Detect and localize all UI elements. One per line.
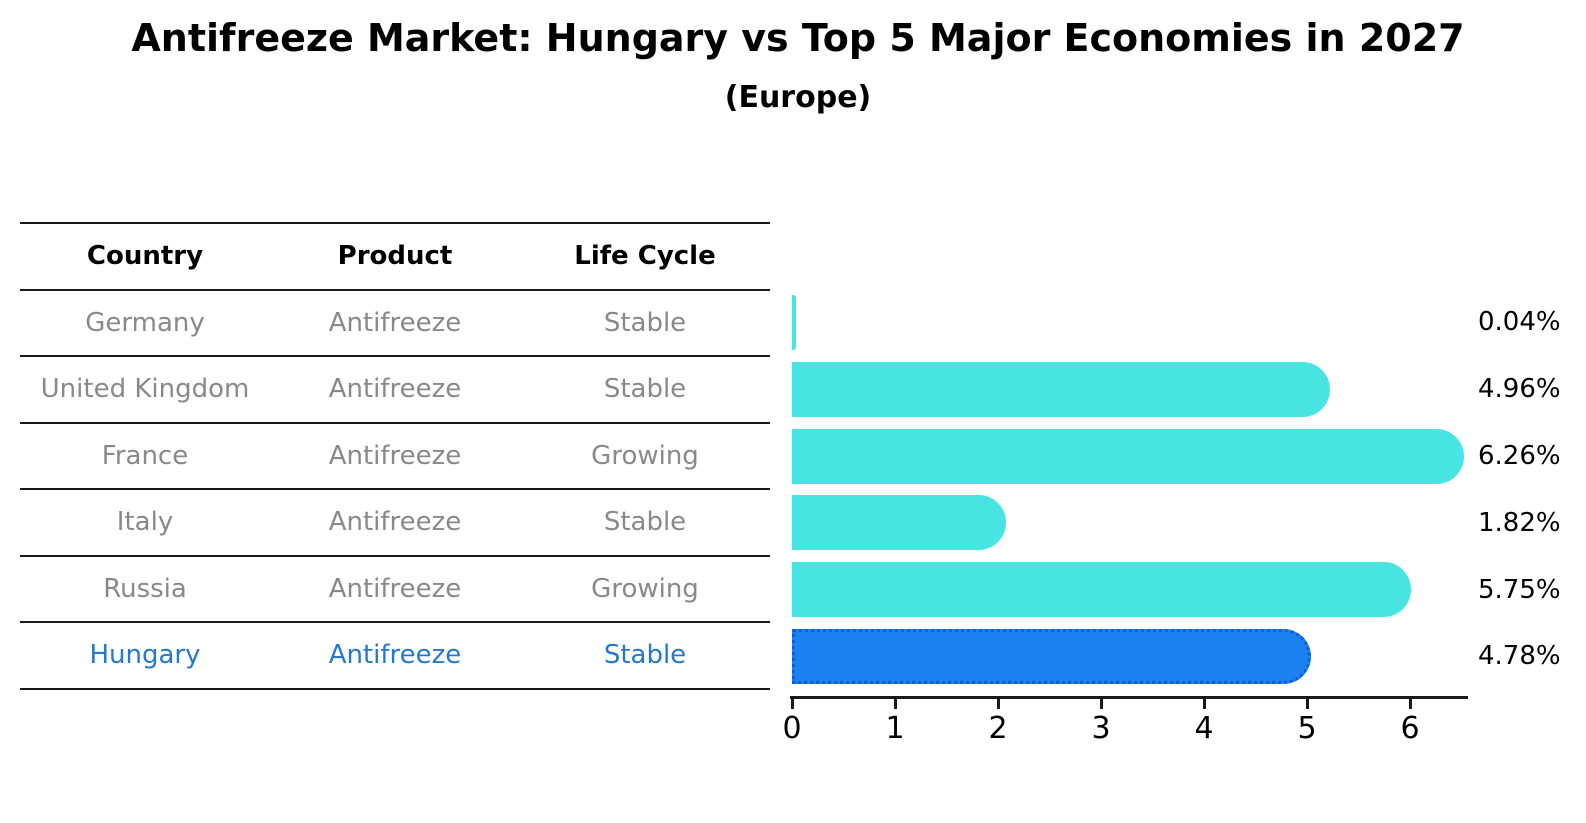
life-cycle-cell: Growing: [591, 573, 699, 604]
life-cycle-cell: Growing: [591, 440, 699, 471]
bar-hungary: [792, 629, 1312, 684]
life-cycle-cell: Stable: [603, 307, 687, 338]
table-header-product: Product: [337, 241, 453, 272]
table-row-united-kingdom: United Kingdom Antifreeze Stable: [20, 357, 770, 424]
x-tick-mark-0: [790, 699, 794, 709]
value-label-france: 6.26%: [1478, 440, 1561, 471]
value-label-germany: 0.04%: [1478, 307, 1561, 338]
table-row-france: France Antifreeze Growing: [20, 424, 770, 490]
x-tick-label-5: 5: [1297, 711, 1317, 746]
x-tick-label-6: 6: [1400, 711, 1420, 746]
x-tick-mark-6: [1408, 699, 1412, 709]
country-cell: United Kingdom: [40, 374, 250, 405]
product-cell: Antifreeze: [328, 307, 462, 338]
product-cell: Antifreeze: [328, 440, 462, 471]
x-tick-mark-1: [893, 699, 897, 709]
country-cell: Hungary: [89, 640, 201, 671]
table-row-hungary: Hungary Antifreeze Stable: [20, 623, 770, 690]
x-tick-mark-5: [1305, 699, 1309, 709]
product-cell: Antifreeze: [328, 573, 462, 604]
product-cell: Antifreeze: [328, 374, 462, 405]
bar-united-kingdom: [792, 361, 1330, 417]
chart-subtitle: (Europe): [724, 80, 872, 115]
life-cycle-cell: Stable: [603, 640, 687, 671]
table-body: Germany Antifreeze Stable United Kingdom Ant…: [20, 291, 770, 690]
table-row-russia: Russia Antifreeze Growing: [20, 557, 770, 623]
product-cell: Antifreeze: [328, 507, 462, 538]
country-table: Country Product Life Cycle Germany Antifr…: [20, 222, 770, 690]
table-row-germany: Germany Antifreeze Stable: [20, 291, 770, 357]
x-tick-label-1: 1: [885, 711, 905, 746]
x-axis: 0 1 2 3 4 5 6: [782, 696, 1492, 756]
country-cell: France: [101, 440, 189, 471]
chart-title: Antifreeze Market: Hungary vs Top 5 Majo…: [131, 16, 1465, 60]
bar-plot-area: 0.04% 4.96% 6.26% 1.82% 5.75% 4.78%: [792, 289, 1586, 690]
product-cell: Antifreeze: [328, 640, 462, 671]
x-tick-label-0: 0: [782, 711, 802, 746]
x-axis-line: [790, 696, 1468, 699]
x-tick-label-2: 2: [988, 711, 1008, 746]
table-header-country: Country: [86, 241, 204, 272]
value-label-italy: 1.82%: [1478, 507, 1561, 538]
bar-france: [792, 428, 1464, 484]
country-cell: Germany: [85, 307, 205, 338]
bar-russia: [792, 562, 1412, 618]
x-tick-mark-2: [996, 699, 1000, 709]
life-cycle-cell: Stable: [603, 374, 687, 405]
bar-italy: [792, 495, 1007, 551]
x-tick-mark-3: [1099, 699, 1103, 709]
table-row-italy: Italy Antifreeze Stable: [20, 490, 770, 557]
value-label-united-kingdom: 4.96%: [1478, 374, 1561, 405]
bar-germany: [792, 295, 797, 350]
value-label-russia: 5.75%: [1478, 574, 1561, 605]
x-tick-mark-4: [1202, 699, 1206, 709]
country-cell: Russia: [103, 573, 187, 604]
country-cell: Italy: [116, 507, 174, 538]
x-tick-label-4: 4: [1194, 711, 1214, 746]
x-tick-label-3: 3: [1091, 711, 1111, 746]
table-header-row: Country Product Life Cycle: [20, 224, 770, 291]
value-label-hungary: 4.78%: [1478, 641, 1561, 672]
table-header-life-cycle: Life Cycle: [574, 241, 716, 272]
life-cycle-cell: Stable: [603, 507, 687, 538]
